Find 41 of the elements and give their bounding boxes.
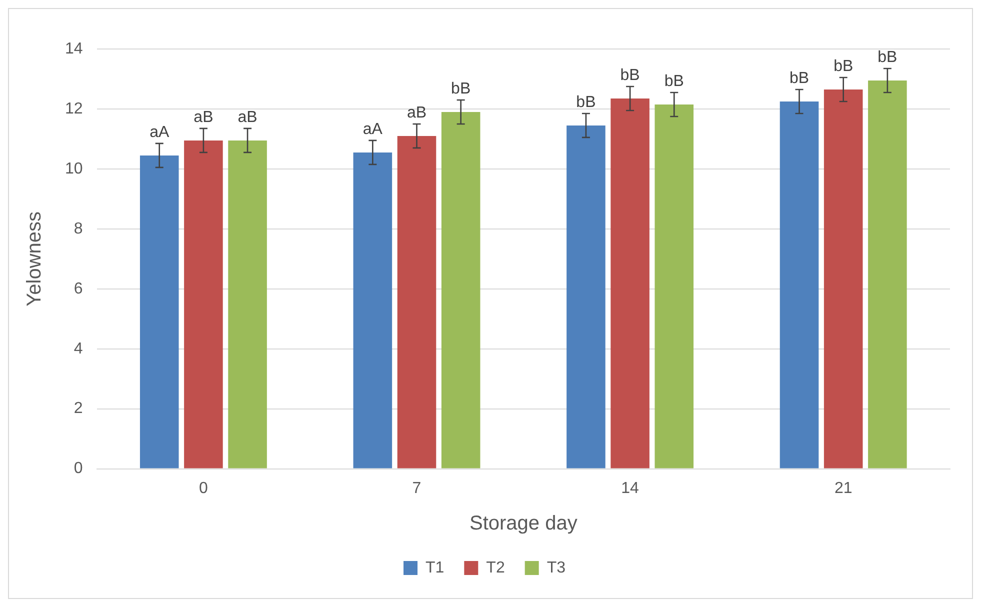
data-label: aB	[406, 104, 427, 122]
y-tick-label: 8	[74, 220, 83, 238]
bar	[184, 140, 223, 468]
bar	[228, 140, 267, 468]
y-tick-label: 2	[74, 400, 83, 418]
bar	[654, 104, 694, 468]
bar	[140, 155, 179, 468]
y-axis-title: Yelowness	[24, 211, 46, 306]
y-tick-label: 10	[65, 160, 83, 178]
x-tick-label: 7	[412, 480, 422, 497]
y-tick-label: 12	[65, 100, 83, 118]
data-label: bB	[664, 72, 684, 90]
data-label: aB	[238, 108, 258, 126]
bar	[824, 89, 863, 468]
data-label: bB	[878, 48, 898, 66]
bar	[610, 98, 650, 468]
bar	[441, 112, 480, 468]
y-tick-label: 6	[74, 280, 83, 298]
y-tick-label: 4	[74, 340, 83, 358]
data-label: bB	[789, 70, 810, 87]
y-tick-label: 14	[65, 40, 83, 58]
data-label: aA	[150, 124, 170, 141]
x-tick-label: 14	[621, 480, 640, 497]
data-label: bB	[620, 66, 640, 84]
x-tick-label: 0	[198, 480, 208, 497]
bar	[566, 125, 606, 468]
bar	[780, 101, 819, 468]
legend-label: T1	[425, 559, 444, 576]
legend-label: T3	[546, 559, 566, 576]
bar	[353, 152, 392, 468]
data-label: bB	[576, 94, 596, 111]
bar	[868, 80, 907, 468]
bar	[397, 136, 436, 468]
x-tick-label: 21	[834, 480, 852, 497]
data-label: aB	[194, 108, 214, 126]
data-label: bB	[834, 58, 854, 75]
y-tick-label: 0	[74, 460, 83, 478]
data-label: bB	[451, 80, 471, 98]
legend-label: T2	[486, 559, 505, 576]
x-axis-title: Storage day	[469, 512, 578, 535]
data-label: aA	[362, 120, 383, 138]
